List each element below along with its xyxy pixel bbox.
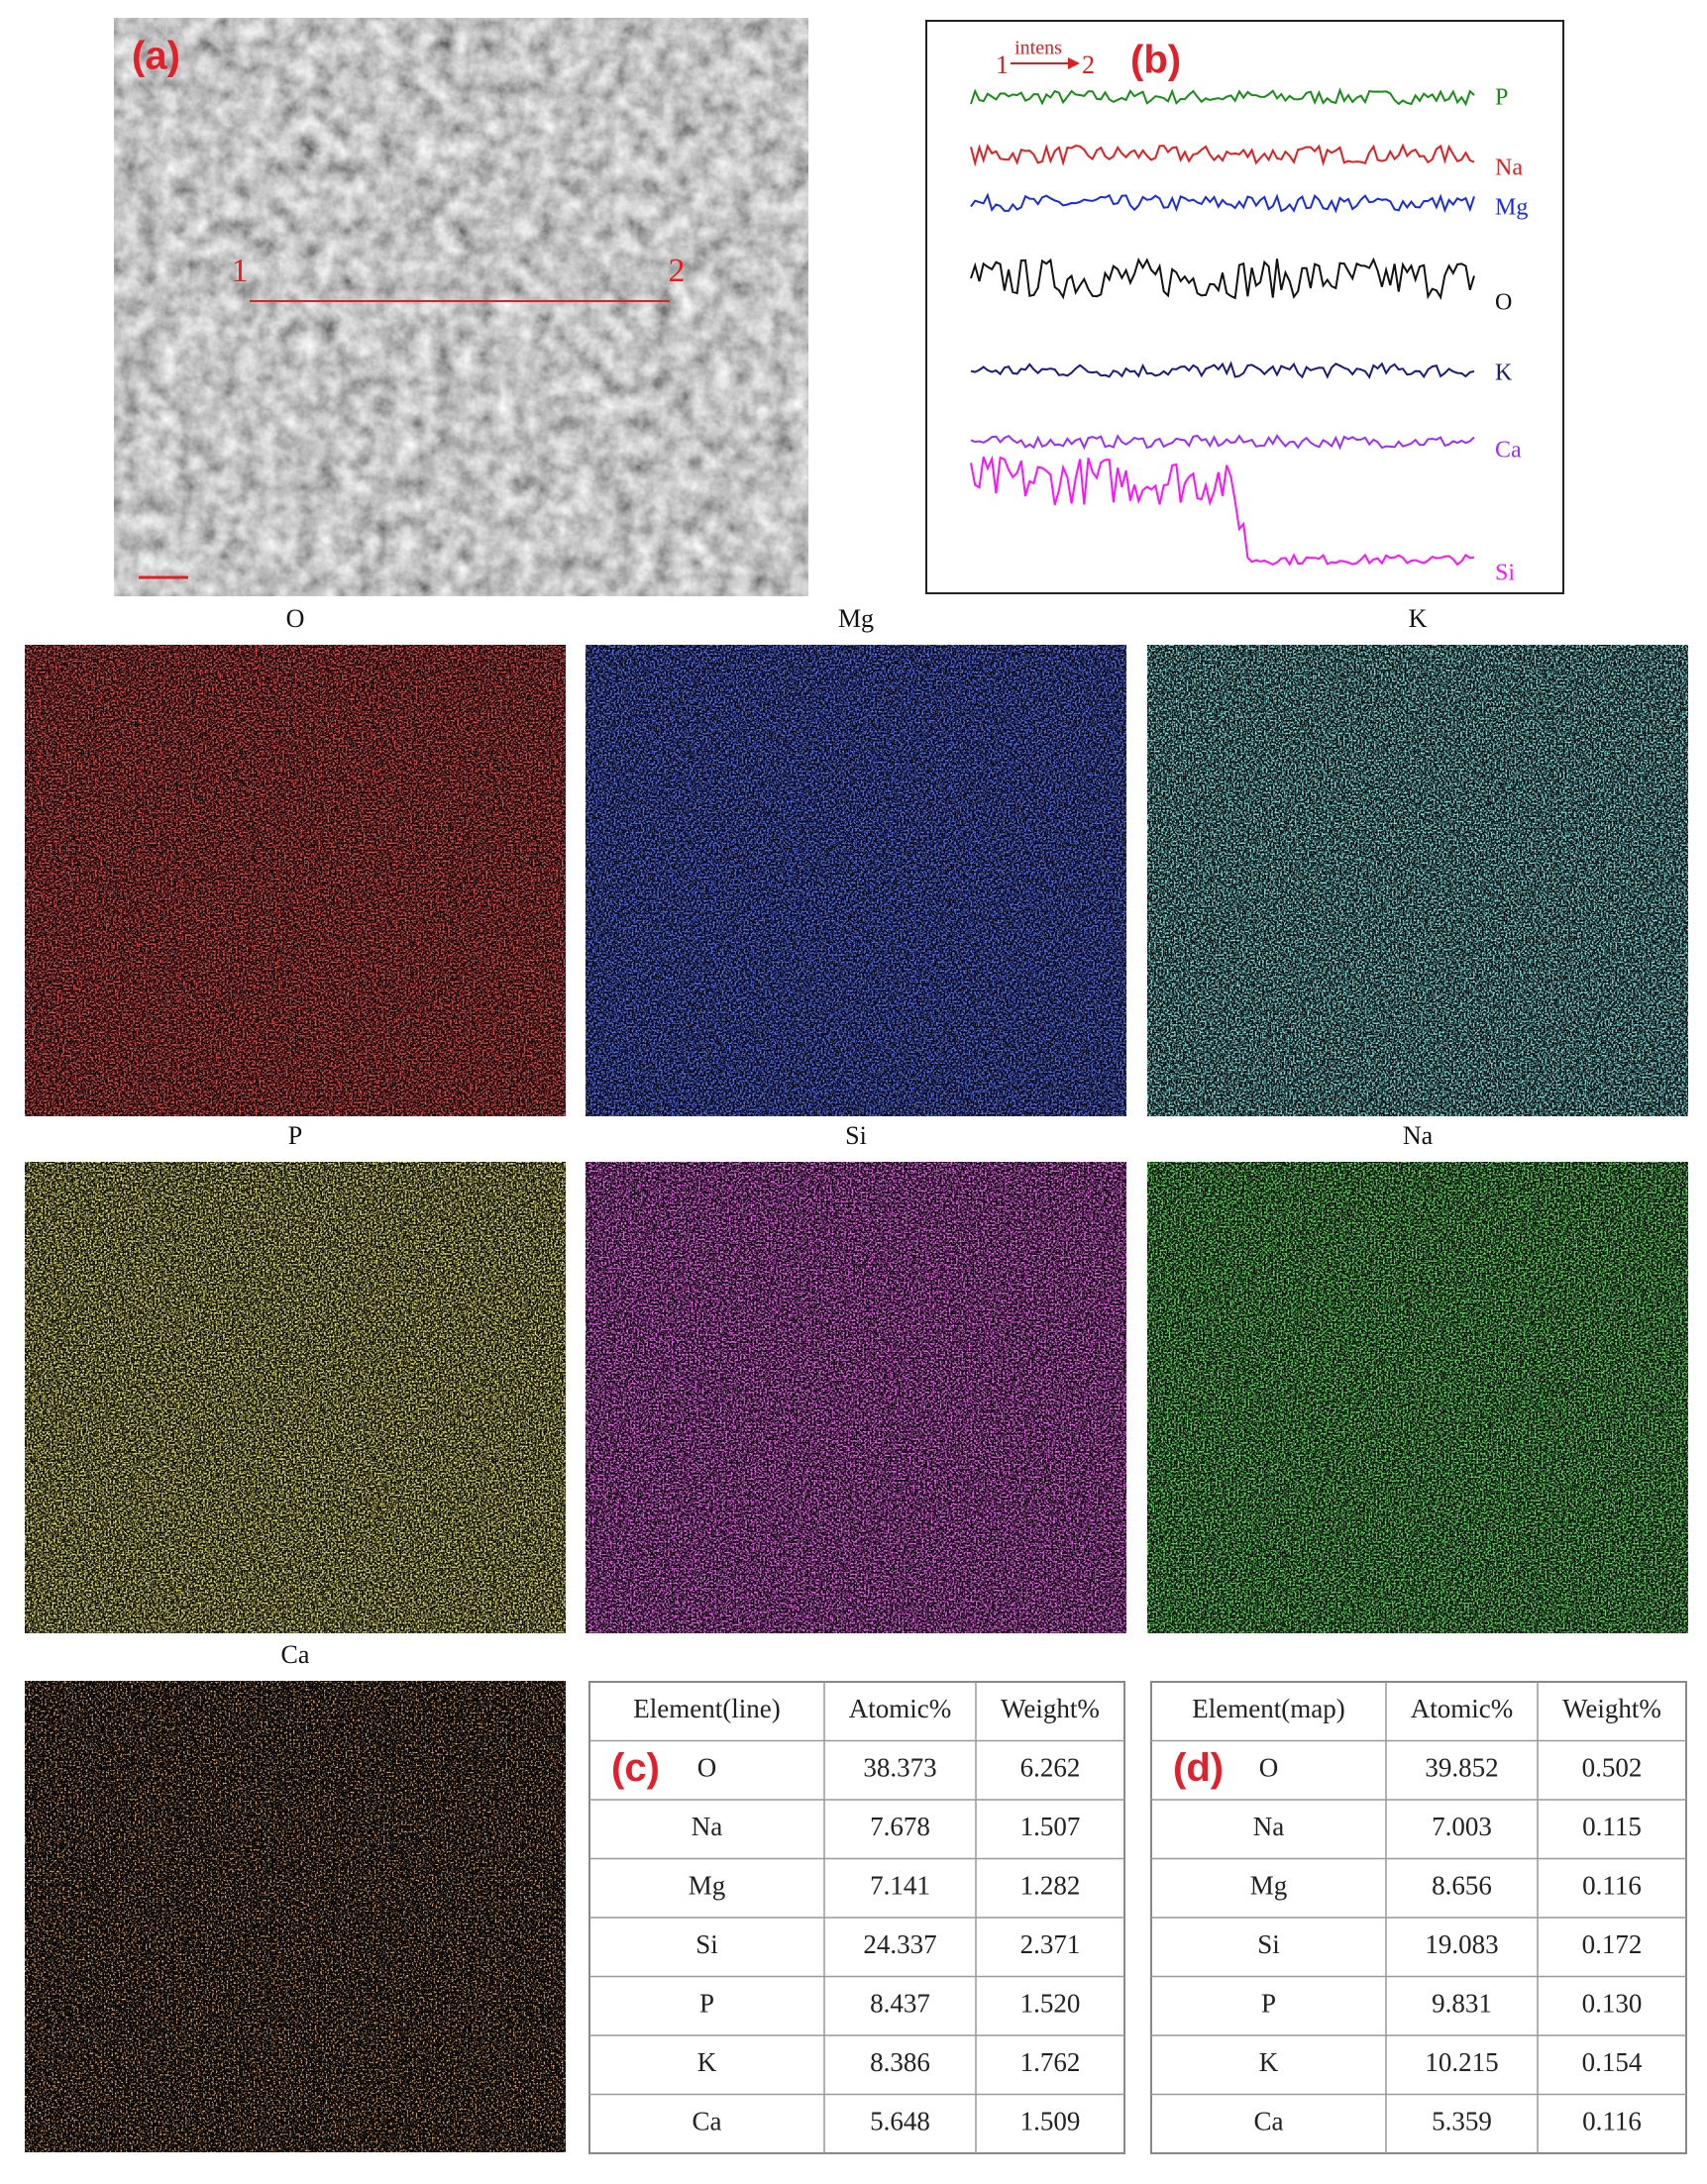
- linescan-trace: [970, 143, 1475, 167]
- table-cell: Na: [1253, 1812, 1284, 1841]
- table-cell: 7.141: [870, 1870, 930, 1900]
- sem-texture: [114, 18, 808, 596]
- table-cell: 0.115: [1582, 1812, 1642, 1841]
- header-cell: Weight%: [1562, 1694, 1661, 1723]
- map-label: Mg: [838, 604, 874, 633]
- table-cell: 8.386: [870, 2047, 930, 2077]
- table-cell: 6.262: [1020, 1752, 1081, 1782]
- table-cell: 0.172: [1582, 1929, 1643, 1959]
- table-cell: Mg: [1250, 1870, 1288, 1900]
- table-cell: 0.130: [1582, 1988, 1643, 2018]
- table-cell: Si: [695, 1929, 718, 1959]
- trace-label: Si: [1495, 561, 1515, 586]
- table-cell: 8.437: [870, 1988, 930, 2018]
- linescan-trace: [970, 434, 1475, 451]
- table-cell: 7.003: [1432, 1812, 1492, 1841]
- table-cell: O: [1259, 1752, 1279, 1782]
- map-label: Si: [845, 1121, 867, 1150]
- table-cell: 8.656: [1432, 1870, 1492, 1900]
- table-cell: 39.852: [1425, 1752, 1498, 1782]
- map-texture: [1147, 645, 1688, 1116]
- table-cell: 7.678: [870, 1812, 930, 1841]
- table-cell: Ca: [693, 2106, 722, 2135]
- trace-label: Mg: [1495, 195, 1528, 221]
- table-cell: 38.373: [863, 1752, 936, 1782]
- table-cell: 0.154: [1582, 2047, 1643, 2077]
- arrow-start: 1: [996, 51, 1009, 79]
- table-cell: K: [697, 2047, 717, 2077]
- map-label: P: [288, 1121, 302, 1150]
- trace-label: O: [1495, 290, 1512, 316]
- table-cell: 1.520: [1020, 1988, 1081, 2018]
- table-cell: P: [699, 1988, 714, 2018]
- header-cell: Weight%: [1001, 1694, 1100, 1723]
- arrow-end: 2: [1082, 51, 1095, 79]
- panel-label: (c): [611, 1746, 660, 1790]
- linescan-box: [925, 20, 1564, 594]
- table-cell: 1.282: [1020, 1870, 1081, 1900]
- header-cell: Atomic%: [1411, 1694, 1513, 1723]
- table-cell: Si: [1257, 1929, 1280, 1959]
- table-cell: 0.116: [1582, 2106, 1642, 2135]
- table-cell: 1.507: [1020, 1812, 1081, 1841]
- trace-label: Na: [1495, 156, 1523, 181]
- linescan-trace: [970, 361, 1475, 379]
- map-texture: [25, 1681, 566, 2152]
- panel-label: (a): [132, 35, 180, 78]
- table-cell: K: [1259, 2047, 1279, 2077]
- trace-label: Ca: [1495, 438, 1522, 464]
- linescan-trace: [970, 257, 1475, 300]
- linescan-trace: [970, 87, 1475, 107]
- map-label: Na: [1403, 1121, 1434, 1150]
- header-cell: Atomic%: [849, 1694, 951, 1723]
- arrow-head: [1068, 57, 1080, 69]
- table-cell: 10.215: [1425, 2047, 1498, 2077]
- table-cell: 0.116: [1582, 1870, 1642, 1900]
- arrow-label: intens: [1014, 38, 1062, 59]
- map-label: O: [286, 604, 305, 633]
- table-cell: 1.762: [1020, 2047, 1081, 2077]
- map-label: Ca: [281, 1640, 310, 1669]
- table-cell: Mg: [689, 1870, 726, 1900]
- header-cell: Element(line): [633, 1694, 780, 1723]
- table-cell: 0.502: [1582, 1752, 1643, 1782]
- header-cell: Element(map): [1192, 1694, 1344, 1723]
- map-texture: [586, 645, 1126, 1116]
- table-cell: Na: [692, 1812, 722, 1841]
- linescan-trace: [970, 192, 1475, 214]
- map-texture: [586, 1162, 1126, 1633]
- table-cell: 19.083: [1425, 1929, 1498, 1959]
- scan-start: 1: [232, 253, 249, 289]
- map-label: K: [1409, 604, 1428, 633]
- table-cell: 1.509: [1020, 2106, 1081, 2135]
- table-cell: 24.337: [863, 1929, 936, 1959]
- trace-label: P: [1495, 85, 1508, 111]
- map-texture: [25, 1162, 566, 1633]
- table-cell: 5.359: [1432, 2106, 1492, 2135]
- table-cell: O: [697, 1752, 717, 1782]
- table-cell: 5.648: [870, 2106, 930, 2135]
- table-cell: P: [1261, 1988, 1276, 2018]
- table-cell: 9.831: [1432, 1988, 1492, 2018]
- linescan-trace: [970, 455, 1475, 567]
- table-cell: 2.371: [1020, 1929, 1081, 1959]
- map-texture: [25, 645, 566, 1116]
- panel-label: (b): [1130, 39, 1181, 82]
- scan-end: 2: [669, 253, 686, 289]
- panel-label: (d): [1173, 1746, 1224, 1790]
- table-cell: Ca: [1254, 2106, 1284, 2135]
- map-texture: [1147, 1162, 1688, 1633]
- trace-label: K: [1495, 361, 1513, 386]
